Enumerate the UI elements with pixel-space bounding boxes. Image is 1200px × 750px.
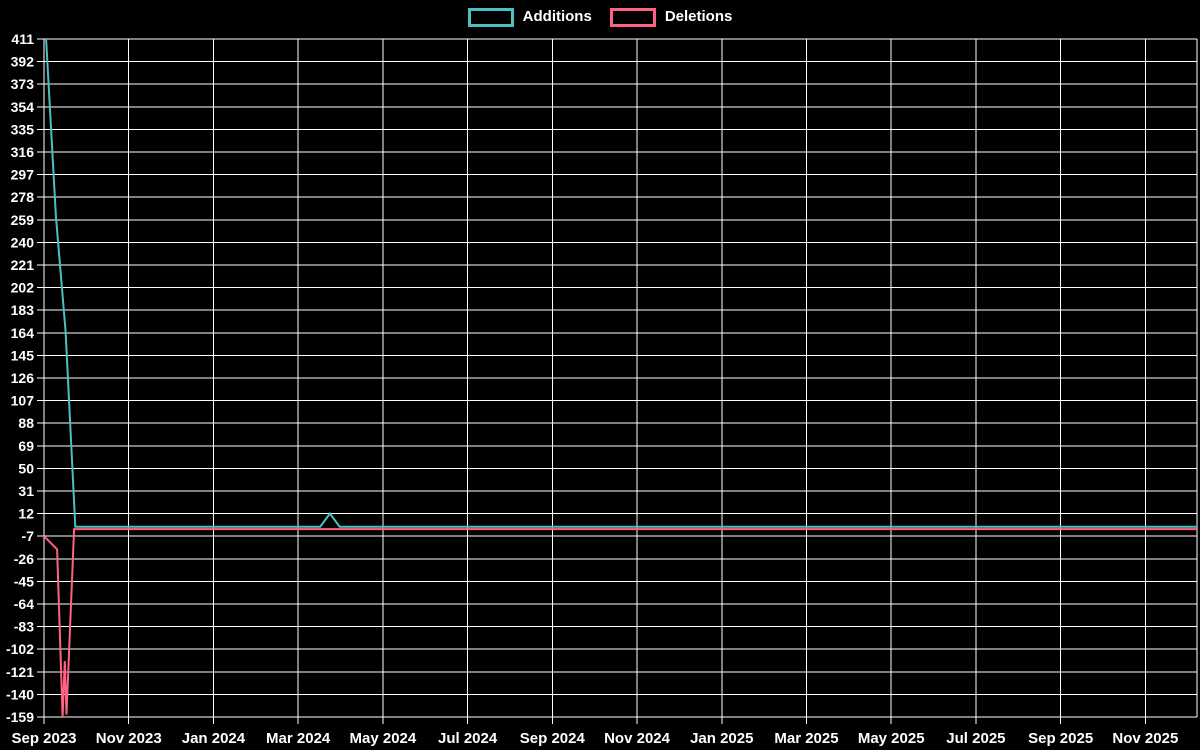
y-tick-label: 69	[18, 438, 34, 454]
y-tick-label: 335	[11, 121, 35, 137]
y-tick-label: 259	[11, 212, 35, 228]
y-tick-label: -26	[14, 551, 34, 567]
x-tick-label: Nov 2025	[1112, 730, 1178, 747]
y-tick-label: -102	[6, 641, 34, 657]
y-tick-label: -83	[14, 619, 34, 635]
y-tick-label: 145	[11, 347, 35, 363]
y-tick-label: 240	[11, 234, 35, 250]
x-tick-label: Sep 2023	[11, 730, 76, 747]
x-tick-label: Jul 2024	[438, 730, 498, 747]
y-tick-label: 107	[11, 393, 35, 409]
x-tick-label: Mar 2025	[774, 730, 838, 747]
additions-swatch-icon	[467, 7, 514, 27]
legend-item-additions[interactable]: Additions	[467, 7, 592, 27]
y-tick-label: 354	[11, 99, 35, 115]
additions-line	[45, 38, 1197, 528]
deletions-line	[43, 528, 1197, 718]
y-tick-label: -45	[14, 573, 34, 589]
x-tick-label: Sep 2024	[520, 730, 586, 747]
deletions-legend-label: Deletions	[664, 8, 733, 25]
y-tick-label: 297	[11, 167, 35, 183]
y-tick-label: 202	[11, 280, 35, 296]
x-tick-label: May 2024	[350, 730, 417, 747]
y-tick-label: 164	[11, 325, 35, 341]
axis-ticks	[37, 38, 1146, 724]
x-tick-label: Sep 2025	[1028, 730, 1093, 747]
y-tick-label: 12	[18, 506, 34, 522]
y-tick-label: -121	[6, 664, 34, 680]
grid-lines	[43, 38, 1198, 718]
chart-legend: Additions Deletions	[0, 7, 1200, 27]
y-tick-label: 221	[11, 257, 35, 273]
y-tick-label: 316	[11, 144, 35, 160]
x-tick-label: Jul 2025	[946, 730, 1005, 747]
y-tick-label: -140	[6, 686, 34, 702]
y-tick-label: -159	[6, 709, 34, 725]
deletions-swatch-icon	[609, 7, 656, 27]
legend-item-deletions[interactable]: Deletions	[609, 7, 733, 27]
y-tick-label: 88	[18, 415, 34, 431]
y-tick-label: 126	[11, 370, 35, 386]
x-tick-label: Nov 2023	[96, 730, 162, 747]
y-tick-label: -64	[14, 596, 34, 612]
y-tick-label: 278	[11, 189, 35, 205]
axis-labels: 411 392 373 354 335 316 297 278 259 240 221 202 183 1…	[6, 31, 1178, 747]
x-tick-label: May 2025	[858, 730, 925, 747]
x-tick-label: Jan 2025	[690, 730, 753, 747]
y-tick-label: 411	[11, 31, 34, 47]
x-tick-label: Nov 2024	[604, 730, 671, 747]
additions-legend-label: Additions	[522, 8, 592, 25]
y-tick-label: 373	[11, 76, 35, 92]
x-tick-label: Jan 2024	[182, 730, 246, 747]
y-tick-label: 392	[11, 54, 35, 70]
y-tick-label: 183	[11, 302, 35, 318]
x-tick-label: Mar 2024	[266, 730, 331, 747]
y-tick-label: 31	[18, 483, 34, 499]
y-tick-label: -7	[22, 528, 35, 544]
y-tick-label: 50	[18, 460, 34, 476]
